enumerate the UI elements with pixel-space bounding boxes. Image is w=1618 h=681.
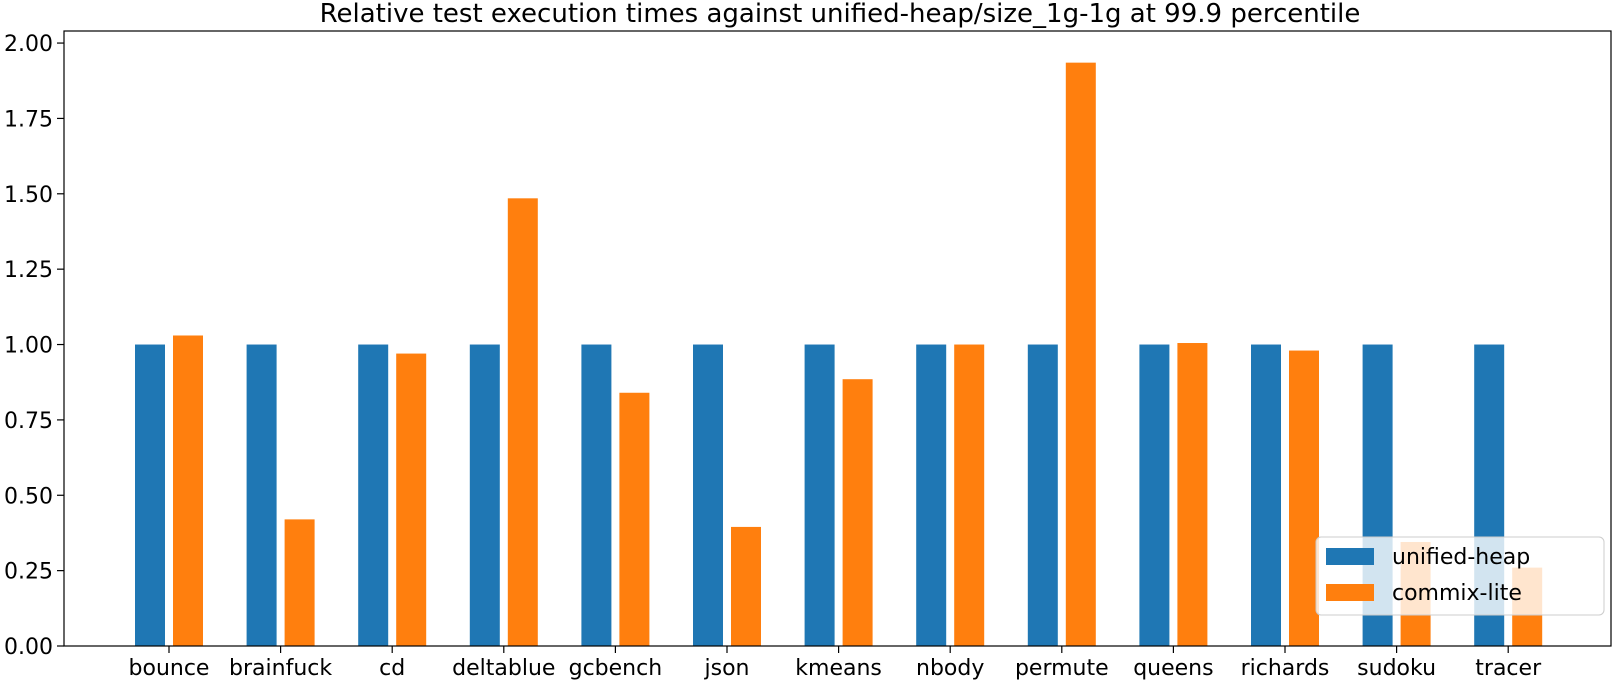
bar-unified-heap-bounce [135,344,165,646]
bar-unified-heap-deltablue [469,344,500,646]
y-tick-label: 0.75 [4,409,53,434]
bar-unified-heap-brainfuck [246,344,277,646]
y-tick-label: 0.50 [4,484,53,509]
y-tick-label: 2.00 [4,32,53,57]
x-tick-label: bounce [129,656,210,681]
legend: unified-heap commix-lite [1315,536,1605,616]
bar-unified-heap-queens [1139,344,1170,646]
bar-commix-lite-queens [1177,343,1208,646]
plot-frame [63,30,1612,647]
bar-commix-lite-nbody [954,344,985,646]
x-tick-label: tracer [1475,656,1542,681]
y-tick-label: 1.00 [4,334,53,359]
bar-commix-lite-permute [1065,62,1096,646]
y-tick-label: 1.25 [4,258,53,283]
x-tick-label: deltablue [452,656,555,681]
x-axis: bounce brainfuck cd deltablue gcbench json kme… [129,646,1542,681]
bar-commix-lite-deltablue [507,198,538,646]
bar-unified-heap-permute [1027,344,1058,646]
y-tick-label: 1.50 [4,183,53,208]
y-tick-label: 1.75 [4,107,53,132]
bar-commix-lite-kmeans [842,379,873,646]
bar-commix-lite-json [731,526,761,646]
bar-unified-heap-cd [358,344,389,646]
x-tick-label: richards [1241,656,1330,681]
legend-swatch-unified-heap [1326,548,1374,565]
x-tick-label: cd [379,656,405,681]
x-tick-label: permute [1015,656,1109,681]
y-axis: 0.00 0.25 0.50 0.75 1.00 1.25 1.50 1.75 2.00 [4,32,64,660]
bar-unified-heap-nbody [916,344,947,646]
bar-commix-lite-gcbench [619,392,650,646]
bar-unified-heap-kmeans [804,344,835,646]
x-tick-label: brainfuck [229,656,332,681]
bar-commix-lite-cd [396,353,427,646]
chart-title: Relative test execution times against un… [320,0,1361,29]
legend-label-unified-heap: unified-heap [1392,545,1530,570]
bar-commix-lite-brainfuck [284,519,315,646]
x-tick-label: nbody [916,656,984,681]
x-tick-label: sudoku [1357,656,1436,681]
bar-unified-heap-gcbench [581,344,612,646]
y-tick-label: 0.25 [4,560,53,585]
y-tick-label: 0.00 [4,635,53,660]
x-tick-label: gcbench [569,656,663,681]
bar-unified-heap-json [693,344,723,646]
legend-swatch-commix-lite [1326,584,1374,601]
x-tick-label: queens [1133,656,1213,681]
bar-commix-lite-richards [1289,350,1319,646]
bar-commix-lite-bounce [173,335,203,646]
legend-box [1315,536,1605,616]
legend-label-commix-lite: commix-lite [1392,581,1522,606]
x-tick-label: json [704,656,750,681]
bar-unified-heap-richards [1251,344,1281,646]
x-tick-label: kmeans [795,656,882,681]
